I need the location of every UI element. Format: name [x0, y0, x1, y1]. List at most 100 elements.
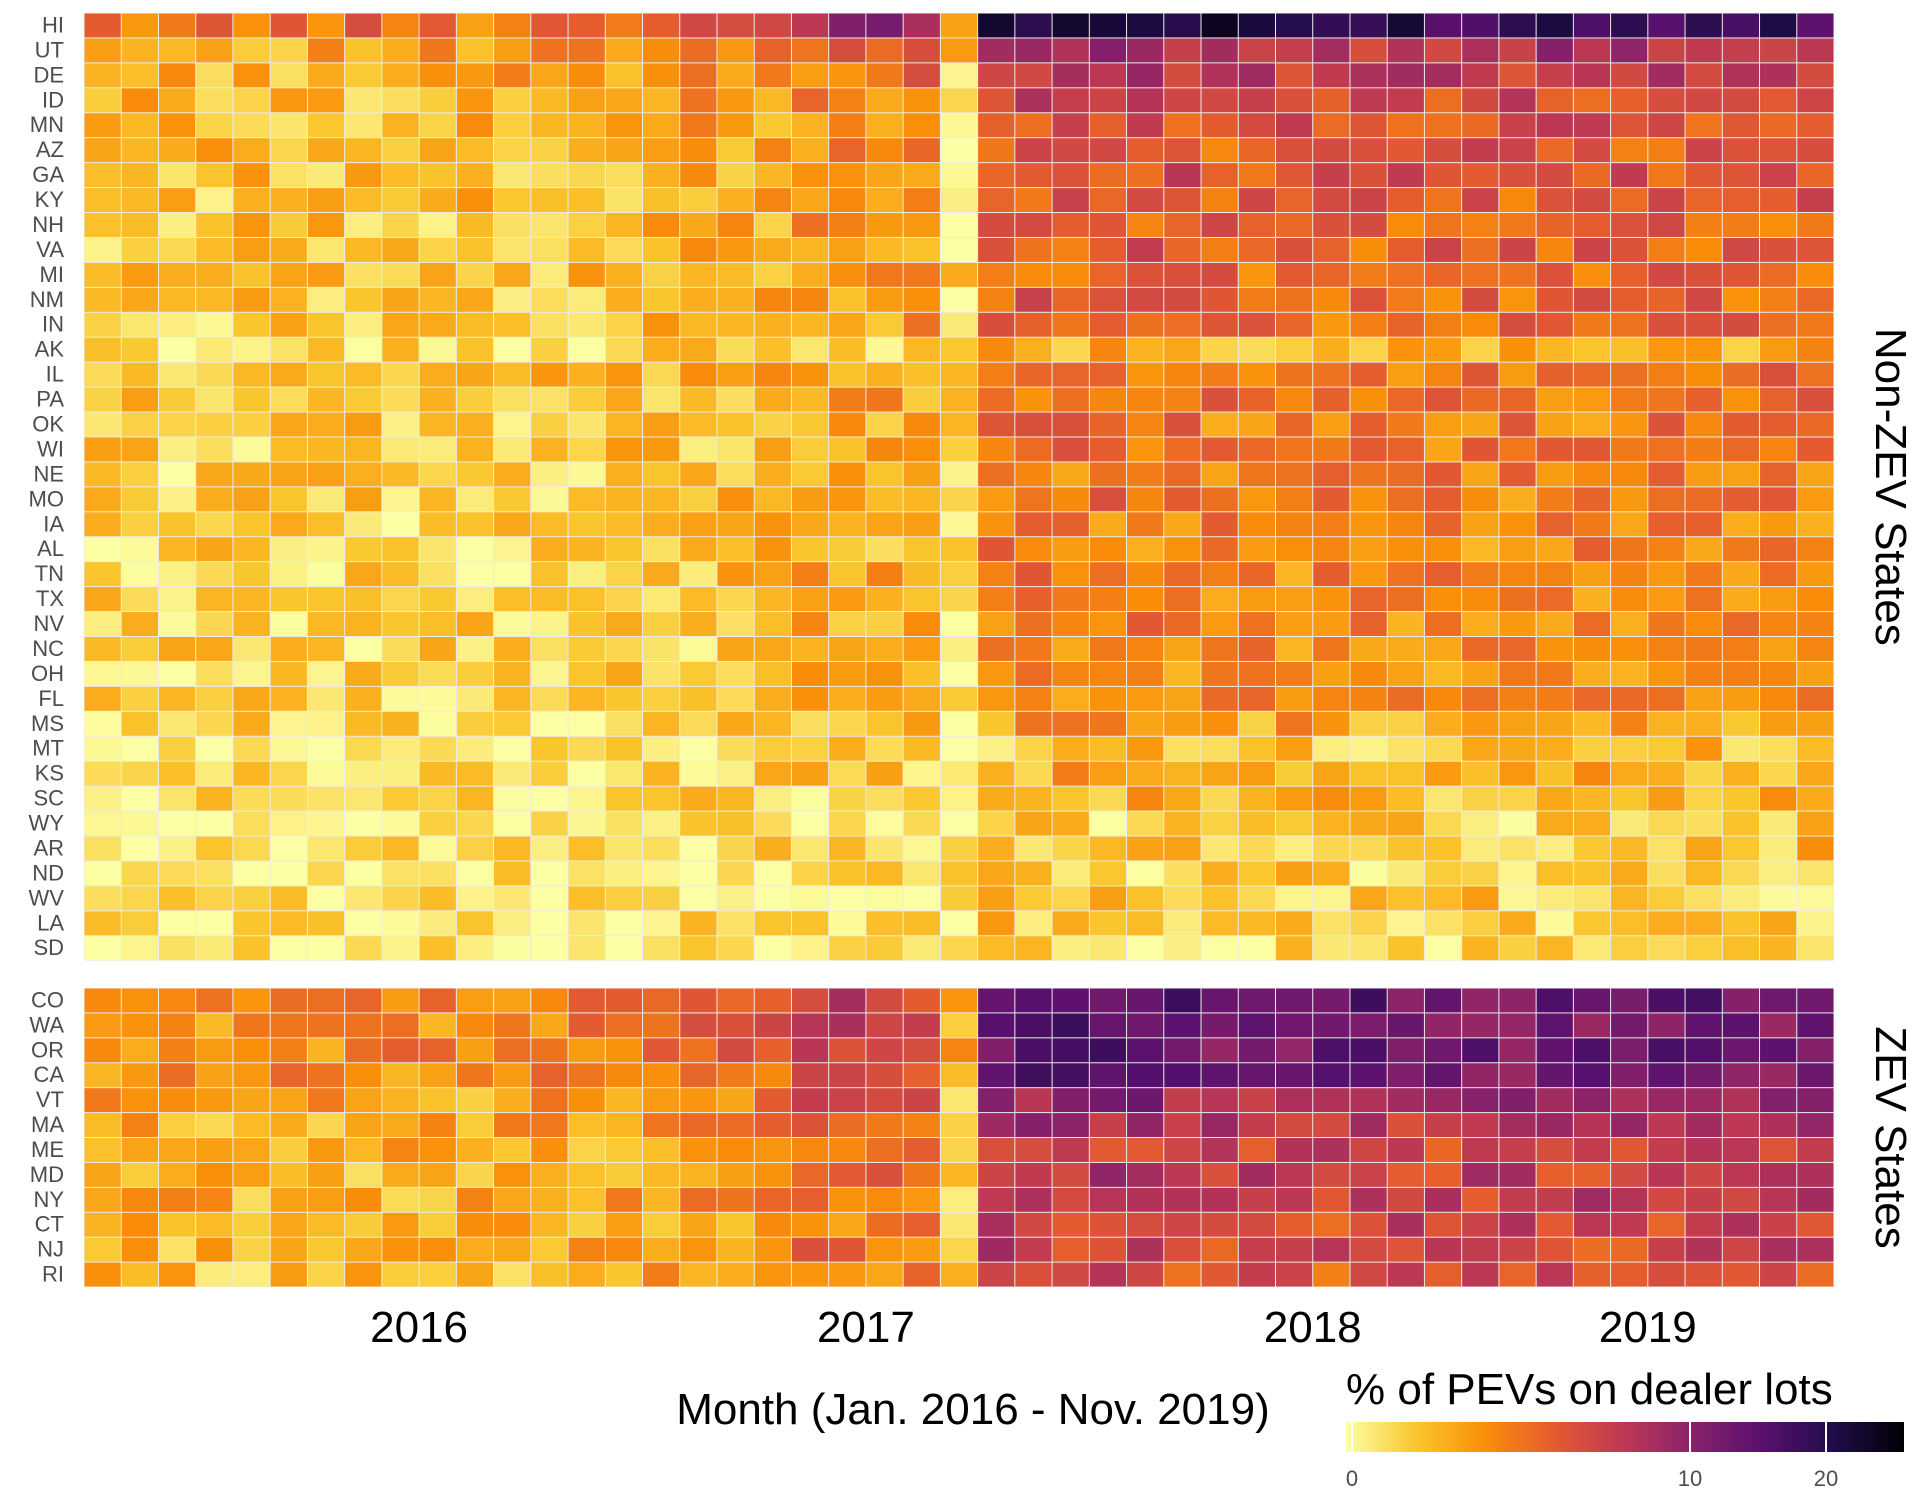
heat-cell: [382, 886, 419, 911]
heat-cell: [1648, 237, 1685, 262]
heat-cell: [1089, 562, 1127, 587]
heat-cell: [1015, 811, 1052, 836]
heat-cell: [1611, 1138, 1648, 1162]
heat-cell: [605, 661, 643, 686]
heat-cell: [754, 512, 791, 537]
heat-cell: [158, 462, 196, 487]
heat-cell: [345, 761, 382, 786]
heat-cell: [829, 38, 866, 63]
heat-cell: [456, 612, 494, 636]
heat-cell: [1536, 861, 1573, 886]
heat-cell: [1387, 637, 1424, 661]
heat-cell: [680, 637, 717, 661]
heat-cell: [754, 462, 791, 487]
heat-cell: [1685, 587, 1722, 612]
heat-cell: [643, 287, 680, 312]
heat-cell: [717, 1162, 754, 1187]
heat-cell: [1052, 637, 1089, 661]
heat-cell: [1648, 1013, 1685, 1038]
heat-cell: [1685, 362, 1722, 387]
heat-cell: [494, 1187, 531, 1212]
heat-cell: [1685, 63, 1722, 88]
heat-cell: [419, 1063, 456, 1088]
heat-cell: [1499, 1162, 1536, 1187]
heat-cell: [1164, 1162, 1201, 1187]
heat-cell: [270, 63, 307, 88]
heat-cell: [1424, 1162, 1462, 1187]
heat-cell: [1275, 437, 1313, 462]
heat-cell: [680, 861, 717, 886]
heat-cell: [345, 861, 382, 886]
heat-cell: [382, 13, 419, 38]
heat-cell: [196, 711, 233, 736]
heat-cell: [978, 1162, 1015, 1187]
heat-cell: [605, 287, 643, 312]
heat-cell: [1797, 262, 1834, 287]
heat-cell: [1089, 1113, 1127, 1138]
heat-cell: [345, 512, 382, 537]
heat-cell: [1350, 1113, 1387, 1138]
heat-cell: [1387, 761, 1424, 786]
heat-cell: [903, 836, 940, 861]
heat-cell: [494, 637, 531, 661]
heat-cell: [903, 237, 940, 262]
heat-cell: [717, 38, 754, 63]
heat-cell: [270, 686, 307, 711]
heat-cell: [1387, 861, 1424, 886]
heat-cell: [84, 537, 121, 562]
heat-cell: [903, 587, 940, 612]
heat-cell: [1015, 1138, 1052, 1162]
heat-cell: [1573, 38, 1611, 63]
heat-cell: [605, 936, 643, 961]
heat-cell: [1424, 1088, 1462, 1113]
heat-cell: [791, 1262, 829, 1287]
heat-cell: [307, 1138, 345, 1162]
heat-cell: [1462, 337, 1499, 362]
heat-cell: [754, 163, 791, 188]
heat-cell: [1722, 412, 1760, 437]
heat-cell: [754, 1138, 791, 1162]
heat-cell: [531, 936, 568, 961]
heat-cell: [829, 1013, 866, 1038]
heat-cell: [680, 512, 717, 537]
heat-cell: [1611, 886, 1648, 911]
heat-cell: [568, 337, 605, 362]
heat-cell: [1611, 661, 1648, 686]
heat-cell: [1052, 163, 1089, 188]
heat-cell: [1797, 686, 1834, 711]
heat-cell: [1313, 213, 1350, 237]
heat-cell: [1127, 811, 1164, 836]
heat-cell: [1685, 661, 1722, 686]
heat-cell: [978, 262, 1015, 287]
heat-cell: [1536, 1113, 1573, 1138]
heat-cell: [791, 487, 829, 512]
heat-cell: [1052, 736, 1089, 761]
heat-cell: [1648, 1063, 1685, 1088]
heat-cell: [1015, 312, 1052, 337]
heat-cell: [1722, 1212, 1760, 1237]
heat-cell: [754, 88, 791, 113]
heat-cell: [1313, 88, 1350, 113]
heat-cell: [494, 512, 531, 537]
heat-cell: [1201, 1038, 1238, 1063]
heat-cell: [1275, 936, 1313, 961]
heat-cell: [307, 1063, 345, 1088]
heat-cell: [680, 811, 717, 836]
heat-cell: [866, 462, 903, 487]
heat-cell: [1387, 237, 1424, 262]
heat-cell: [1052, 1013, 1089, 1038]
heat-cell: [1238, 761, 1275, 786]
heat-cell: [84, 1237, 121, 1262]
heat-cell: [456, 88, 494, 113]
heat-cell: [1536, 886, 1573, 911]
heat-cell: [568, 1088, 605, 1113]
heat-cell: [1127, 387, 1164, 412]
heat-cell: [382, 1138, 419, 1162]
heat-cell: [1387, 337, 1424, 362]
heat-cell: [121, 462, 158, 487]
heat-cell: [1685, 163, 1722, 188]
heat-cell: [196, 38, 233, 63]
heat-cell: [1499, 38, 1536, 63]
heat-cell: [1164, 237, 1201, 262]
heat-cell: [419, 836, 456, 861]
